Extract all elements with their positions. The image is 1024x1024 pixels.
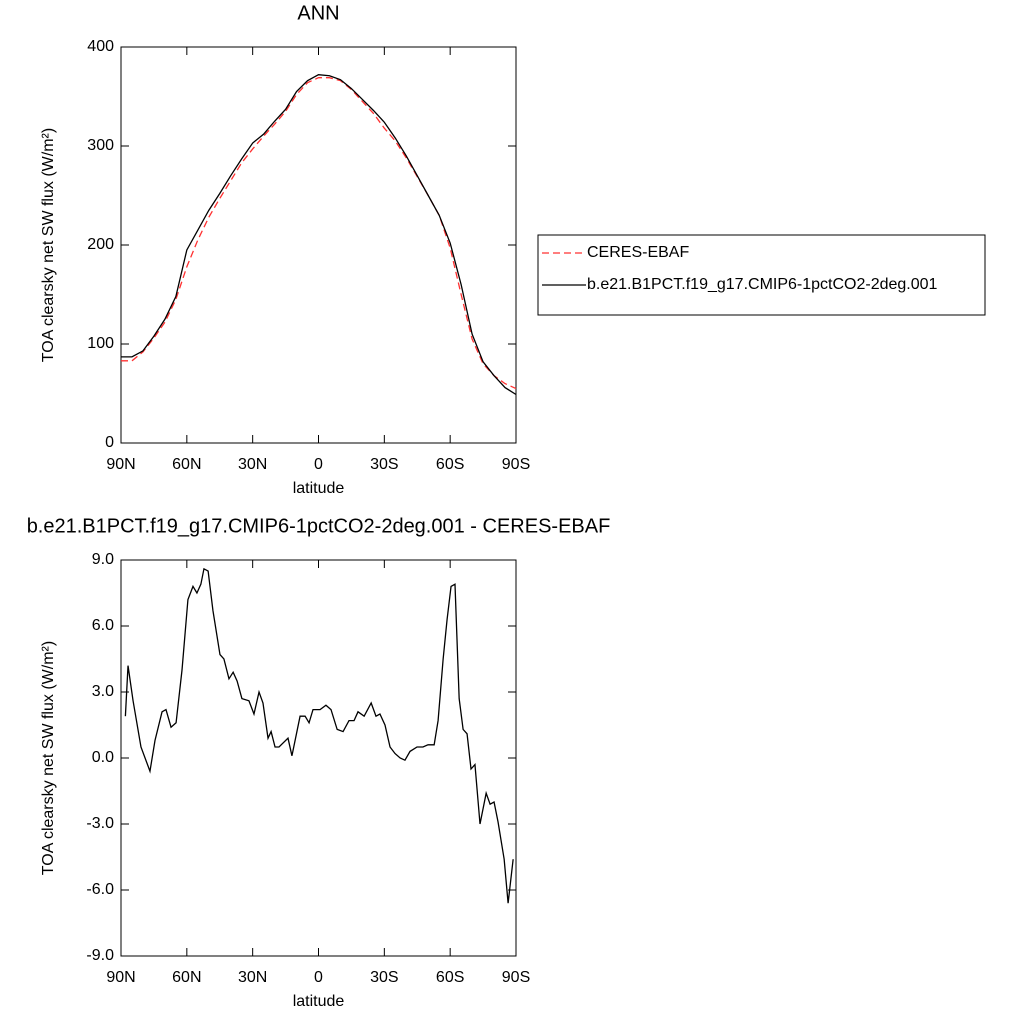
x-axis-label: latitude — [293, 480, 345, 497]
y-tick-label: 200 — [87, 236, 114, 253]
y-tick-label: 3.0 — [92, 683, 114, 700]
legend-box — [537, 234, 986, 316]
x-tick-label: 30S — [370, 969, 398, 986]
y-tick-label: -9.0 — [86, 947, 114, 964]
legend-label: b.e21.B1PCT.f19_g17.CMIP6-1pctCO2-2deg.0… — [587, 276, 938, 293]
y-tick-label: 6.0 — [92, 617, 114, 634]
x-tick-label: 0 — [314, 969, 323, 986]
y-tick-label: 9.0 — [92, 551, 114, 568]
line — [121, 74, 517, 396]
x-tick-label: 90S — [502, 456, 530, 473]
x-tick-label: 90N — [106, 456, 135, 473]
chart-title: ANN — [297, 2, 339, 24]
y-tick-label: -6.0 — [86, 881, 114, 898]
x-tick-label: 90N — [106, 969, 135, 986]
line — [124, 567, 514, 904]
x-tick-label: 60N — [172, 969, 201, 986]
x-tick-label: 30N — [238, 969, 267, 986]
line — [121, 77, 517, 390]
y-axis-label: TOA clearsky net SW flux (W/m²) — [40, 641, 57, 875]
x-tick-label: 60S — [436, 456, 464, 473]
x-tick-label: 30N — [238, 456, 267, 473]
y-tick-label: 0 — [105, 434, 114, 451]
x-tick-label: 60N — [172, 456, 201, 473]
y-tick-label: 400 — [87, 38, 114, 55]
x-tick-label: 30S — [370, 456, 398, 473]
y-axis-label: TOA clearsky net SW flux (W/m²) — [40, 128, 57, 362]
y-tick-label: -3.0 — [86, 815, 114, 832]
x-axis-label: latitude — [293, 993, 345, 1010]
x-tick-label: 60S — [436, 969, 464, 986]
y-tick-label: 0.0 — [92, 749, 114, 766]
y-tick-label: 300 — [87, 137, 114, 154]
y-tick-label: 100 — [87, 335, 114, 352]
x-tick-label: 90S — [502, 969, 530, 986]
legend-label: CERES-EBAF — [587, 244, 689, 261]
plot-frame — [120, 46, 517, 444]
chart-title: b.e21.B1PCT.f19_g17.CMIP6-1pctCO2-2deg.0… — [27, 515, 611, 537]
x-tick-label: 0 — [314, 456, 323, 473]
